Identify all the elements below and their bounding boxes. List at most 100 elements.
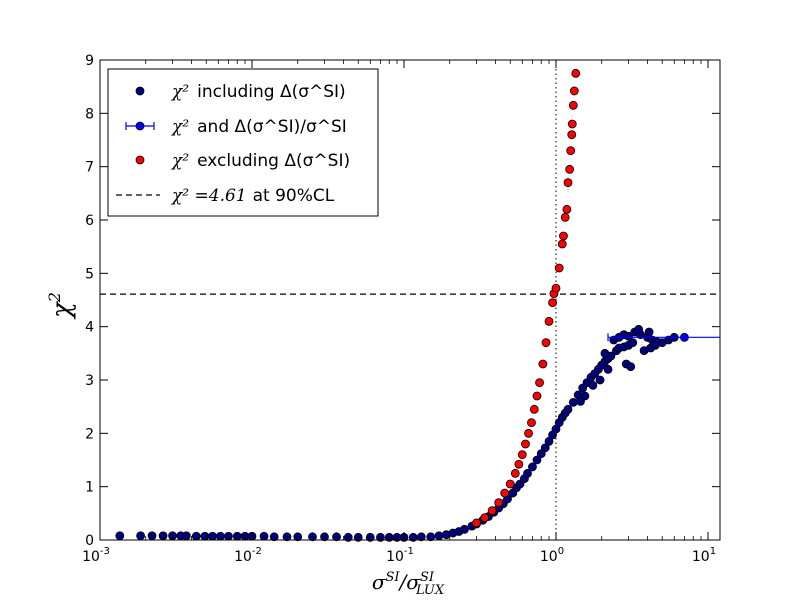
including-point xyxy=(460,524,469,534)
excluding-point xyxy=(505,479,515,489)
excluding-point xyxy=(548,298,557,308)
legend-box xyxy=(107,68,379,217)
excluding-point xyxy=(560,212,570,222)
excluding-point xyxy=(535,378,544,388)
legend-marker-including xyxy=(135,86,145,96)
legend-item-excluding: χ² excluding Δ(σ^SI) xyxy=(135,151,350,171)
including-point xyxy=(626,362,636,372)
y-axis-label: χ2 xyxy=(45,292,77,320)
including-point xyxy=(181,531,191,541)
including-point xyxy=(563,404,573,414)
including-point xyxy=(282,532,292,542)
including-point xyxy=(269,532,279,542)
y-tick-label: 6 xyxy=(85,213,94,229)
excluding-point xyxy=(510,468,520,478)
including-point xyxy=(646,343,656,353)
excluding-point xyxy=(557,239,567,249)
y-tick-label: 9 xyxy=(85,53,94,69)
excluding-point xyxy=(562,204,572,214)
excluding-point xyxy=(559,231,568,241)
x-axis-label: σSI/σSI LUX xyxy=(372,570,445,598)
excluding-point xyxy=(472,518,481,528)
y-tick-label: 5 xyxy=(85,266,94,282)
excluding-point xyxy=(566,146,576,156)
excluding-point xyxy=(567,130,577,140)
excluding-point xyxy=(527,418,536,428)
excluding-point xyxy=(538,359,548,369)
excluding-point xyxy=(563,178,573,188)
excluding-point xyxy=(480,513,490,522)
y-tick-label: 4 xyxy=(85,320,94,336)
x-tick-label: 10-2 xyxy=(234,546,262,565)
excluding-point xyxy=(551,283,561,293)
excluding-point xyxy=(524,428,533,438)
plot-border xyxy=(99,59,721,541)
y-tick-label: 7 xyxy=(85,160,94,176)
excluding-point xyxy=(565,164,575,174)
excluding-point xyxy=(541,338,551,348)
excluding-point xyxy=(529,404,539,414)
including-point xyxy=(200,531,210,541)
x-tick-label: 10-3 xyxy=(82,546,110,565)
including-point xyxy=(343,532,353,542)
excluding-point xyxy=(544,316,554,326)
including-point xyxy=(588,380,598,390)
x-tick-label: 101 xyxy=(692,546,716,565)
excluding-point xyxy=(567,119,577,129)
including-point xyxy=(532,455,542,465)
excluding-point xyxy=(500,488,510,498)
excluding-point xyxy=(568,100,578,110)
including-point xyxy=(208,531,217,541)
excluding-point xyxy=(514,459,524,469)
including-point xyxy=(624,331,633,341)
including-point xyxy=(158,531,168,541)
including-point xyxy=(523,468,532,478)
y-tick-label: 1 xyxy=(85,480,94,496)
including-point xyxy=(416,532,426,542)
legend-marker-excluding xyxy=(135,155,145,165)
including-point xyxy=(576,396,585,406)
including-point xyxy=(308,532,317,542)
including-point xyxy=(191,531,201,541)
including-point xyxy=(603,364,613,374)
excluding-point xyxy=(521,439,530,449)
including-point xyxy=(147,531,157,541)
including-point xyxy=(628,338,638,348)
legend-item-threshold: χ² =4.61 at 90%CL xyxy=(116,186,335,206)
y-tick-label: 0 xyxy=(85,533,94,549)
including-point xyxy=(595,375,605,385)
excluding-point xyxy=(494,498,504,508)
including-point xyxy=(568,397,578,407)
including-point xyxy=(644,327,654,337)
including-point xyxy=(634,324,644,334)
data-layer xyxy=(115,68,720,542)
including-point xyxy=(136,531,146,541)
including-point xyxy=(434,531,444,541)
svg-text:χ2: χ2 xyxy=(45,292,77,320)
excluding-point xyxy=(517,450,527,460)
legend-item-errorbar: χ² and Δ(σ^SI)/σ^SI xyxy=(125,117,347,137)
excluding-point xyxy=(569,86,579,96)
errorbar-point xyxy=(680,332,689,342)
legend-marker-errorbar xyxy=(135,121,145,131)
excluding-point xyxy=(554,263,564,273)
excluding-point xyxy=(571,68,581,78)
excluding-point xyxy=(487,506,497,516)
including-point xyxy=(216,531,225,541)
legend: χ² including Δ(σ^SI) χ² and Δ(σ^SI)/σ^SI χ… xyxy=(107,68,379,217)
x-tick-label: 10-1 xyxy=(386,546,414,565)
x-tick-label: 100 xyxy=(540,546,564,565)
including-point xyxy=(540,443,550,453)
legend-item-including: χ² including Δ(σ^SI) xyxy=(135,82,346,102)
y-tick-label: 2 xyxy=(85,426,94,442)
including-point xyxy=(332,532,341,542)
including-point xyxy=(115,531,125,541)
including-point xyxy=(528,462,537,472)
